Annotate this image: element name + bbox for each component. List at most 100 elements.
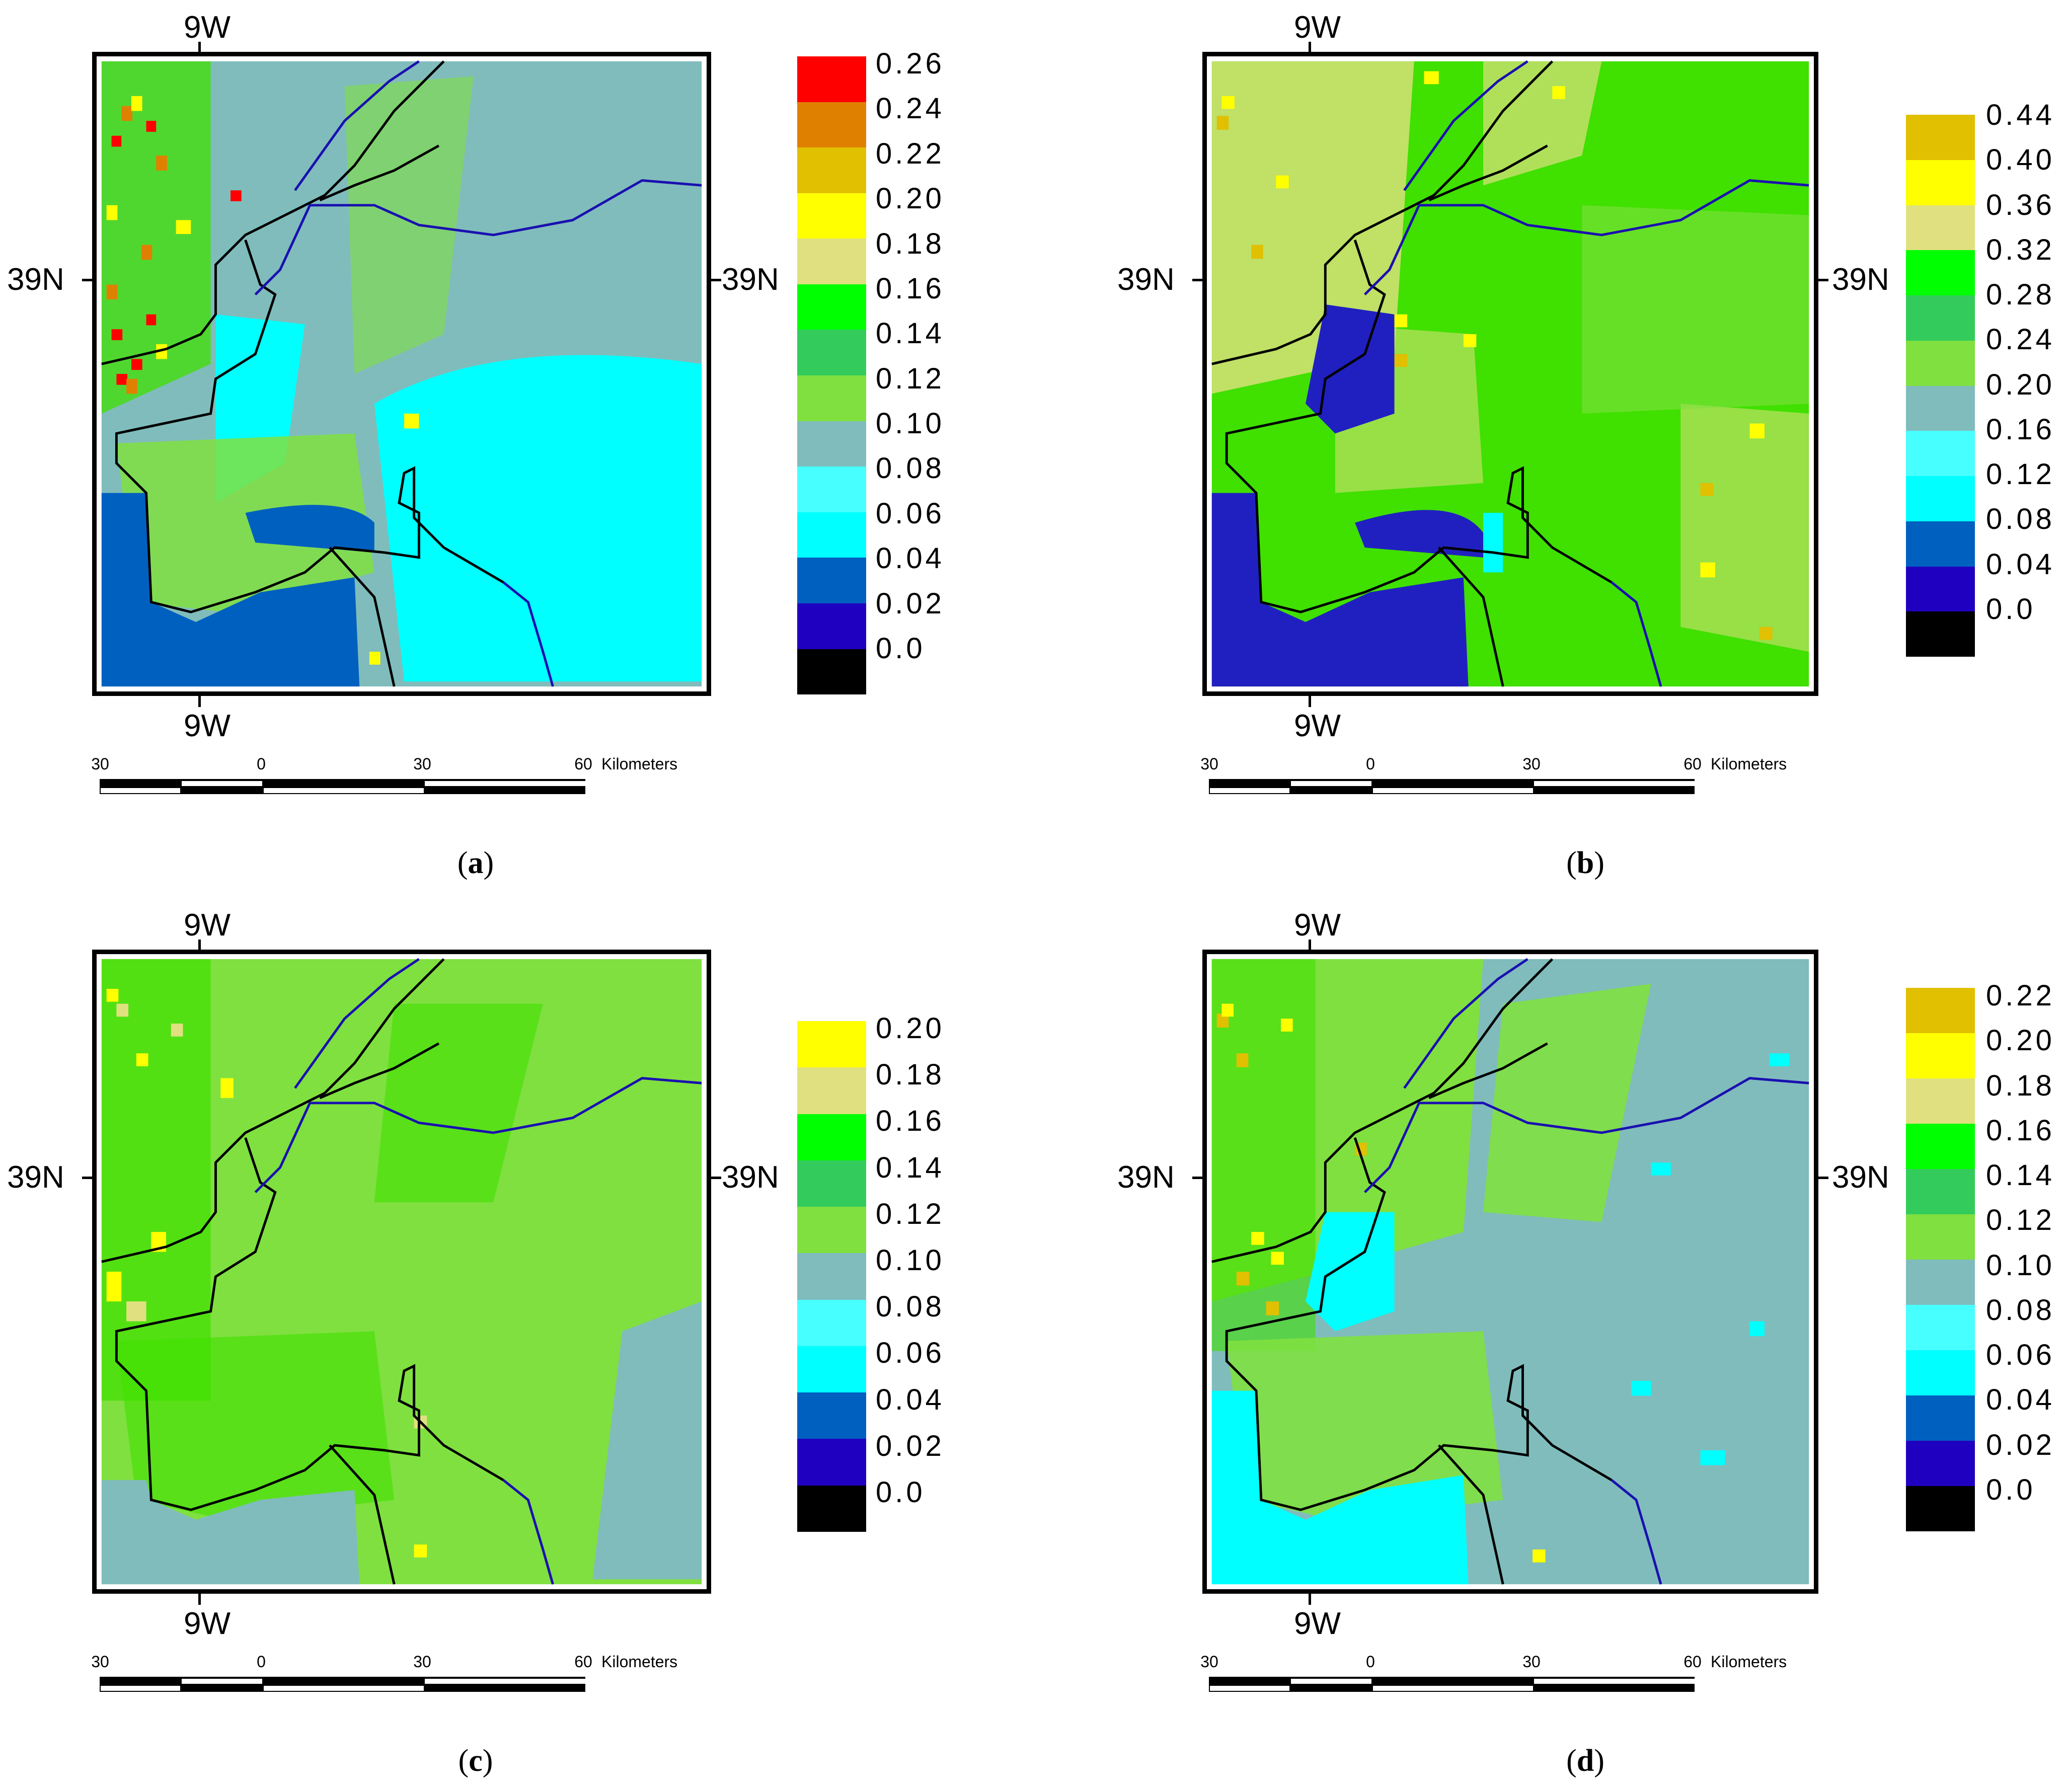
- map-raster: [1211, 60, 1809, 687]
- scale-tick: 60: [1683, 755, 1702, 773]
- north-high-region: [1483, 61, 1602, 186]
- legend-label: 0.18: [876, 1058, 945, 1092]
- legend-label: 0.12: [1986, 458, 2055, 491]
- legend-swatch: [797, 1253, 866, 1300]
- scale-unit: Kilometers: [601, 1653, 678, 1671]
- legend-label: 0.04: [1986, 548, 2055, 581]
- coastline-north: [101, 958, 445, 1263]
- lon-tick-bottom: [1309, 1594, 1311, 1605]
- lat-label-left: 39N: [7, 1160, 64, 1195]
- legend-swatch: [1906, 1078, 1975, 1124]
- legend-swatch: [797, 421, 866, 467]
- legend-label: 0.04: [876, 542, 945, 575]
- east-low-region: [374, 355, 702, 682]
- scale-ticks: 30 0 30 60: [91, 1653, 702, 1671]
- legend-swatch: [1906, 1486, 1975, 1531]
- legend-swatch: [1906, 340, 1975, 386]
- legend-labels: 0.44 0.40 0.36 0.32 0.28 0.24 0.20 0.16 0.12 0.08…: [1986, 101, 2055, 624]
- south-bank-vegetation: [116, 1331, 395, 1520]
- legend-label: 0.04: [1986, 1383, 2055, 1417]
- north-vegetation: [374, 1003, 543, 1202]
- legend-swatch: [797, 284, 866, 330]
- scale-tick: 60: [574, 755, 592, 773]
- scale-tick: 30: [1522, 755, 1541, 773]
- scale-tick: 0: [257, 1653, 266, 1671]
- coastline-peninsula: [329, 1444, 396, 1585]
- map-raster: [101, 60, 702, 687]
- legend-label: 0.06: [1986, 1339, 2055, 1372]
- lat-label-left: 39N: [7, 262, 64, 297]
- legend-swatch: [1906, 1350, 1975, 1395]
- scale-bar-graphic: [1209, 1677, 1695, 1692]
- legend-label: 0.24: [876, 92, 945, 125]
- scale-tick: 60: [574, 1653, 592, 1671]
- lon-tick-bottom: [1309, 696, 1311, 707]
- legend-swatch: [797, 1207, 866, 1254]
- scale-tick: 60: [1683, 1653, 1702, 1671]
- legend-swatch: [797, 1299, 866, 1346]
- legend-label: 0.04: [876, 1383, 945, 1416]
- legend-swatch: [1906, 250, 1975, 295]
- legend-label: 0.12: [1986, 1204, 2055, 1237]
- legend-labels: 0.26 0.24 0.22 0.20 0.18 0.16 0.14 0.12 0.10 0.08…: [876, 49, 945, 663]
- legend-label: 0.14: [1986, 1159, 2055, 1192]
- south-bank-vegetation: [1227, 1331, 1503, 1520]
- lon-tick-top: [1309, 42, 1311, 53]
- scale-bar: 30 0 30 60 Kilometers: [1200, 755, 1811, 800]
- legend-labels: 0.20 0.18 0.16 0.14 0.12 0.10 0.08 0.06 0.04 0.02…: [876, 1014, 945, 1507]
- coastline-channel: [319, 1042, 440, 1100]
- legend-label: 0.10: [876, 407, 945, 440]
- legend-swatch: [797, 375, 866, 421]
- lon-tick-top: [198, 940, 201, 951]
- legend-label: 0.16: [1986, 413, 2055, 446]
- channel-shallows: [1483, 513, 1503, 573]
- sea: [101, 1480, 360, 1585]
- estuary-water: [1306, 304, 1395, 434]
- legend-label: 0.10: [1986, 1249, 2055, 1282]
- legend-swatch: [1906, 1260, 1975, 1305]
- scale-unit: Kilometers: [601, 755, 678, 773]
- scale-bar-graphic: [1209, 779, 1695, 794]
- lat-tick-left: [82, 279, 93, 281]
- legend-label: 0.08: [876, 452, 945, 485]
- panel-caption: (c): [458, 1744, 493, 1778]
- lon-label-bottom: 9W: [184, 709, 231, 743]
- river-east: [254, 1076, 702, 1193]
- legend-label: 0.16: [1986, 1114, 2055, 1147]
- legend-label: 0.12: [876, 362, 945, 395]
- coastline-channel: [319, 144, 440, 202]
- legend-swatch: [1906, 1395, 1975, 1441]
- estuary-channel: [1355, 510, 1484, 558]
- scale-tick: 30: [413, 1653, 431, 1671]
- color-legend: [1906, 115, 1975, 657]
- map-raster: [101, 958, 702, 1585]
- legend-swatch: [797, 558, 866, 603]
- lon-tick-bottom: [198, 1594, 201, 1605]
- legend-label: 0.26: [876, 47, 945, 80]
- scale-tick: 0: [1366, 1653, 1375, 1671]
- legend-swatch: [1906, 115, 1975, 160]
- scale-bar: 30 0 30 60 Kilometers: [91, 755, 702, 800]
- legend-labels: 0.22 0.20 0.18 0.16 0.14 0.12 0.10 0.08 0.06 0.04…: [1986, 981, 2055, 1505]
- central-vegetation: [344, 76, 474, 374]
- legend-label: 0.18: [1986, 1069, 2055, 1102]
- river-east: [254, 179, 702, 295]
- lon-label-top: 9W: [1294, 10, 1341, 45]
- panel-caption: (d): [1566, 1744, 1604, 1778]
- legend-swatch: [797, 1485, 866, 1532]
- legend-label: 0.24: [1986, 323, 2055, 356]
- legend-label: 0.14: [876, 1151, 945, 1184]
- scale-ticks: 30 0 30 60: [1200, 1653, 1811, 1671]
- map-raster: [1211, 958, 1809, 1585]
- north-vegetation: [1483, 984, 1651, 1222]
- lat-tick-right: [710, 1177, 721, 1179]
- legend-swatch: [1906, 295, 1975, 341]
- legend-swatch: [1906, 431, 1975, 476]
- scale-unit: Kilometers: [1711, 755, 1787, 773]
- lat-tick-left: [1192, 1177, 1203, 1179]
- coastline-peninsula: [329, 547, 396, 687]
- color-legend: [797, 56, 866, 695]
- legend-label: 0.18: [876, 227, 945, 260]
- lon-label-bottom: 9W: [1294, 709, 1341, 743]
- scale-tick: 0: [1366, 755, 1375, 773]
